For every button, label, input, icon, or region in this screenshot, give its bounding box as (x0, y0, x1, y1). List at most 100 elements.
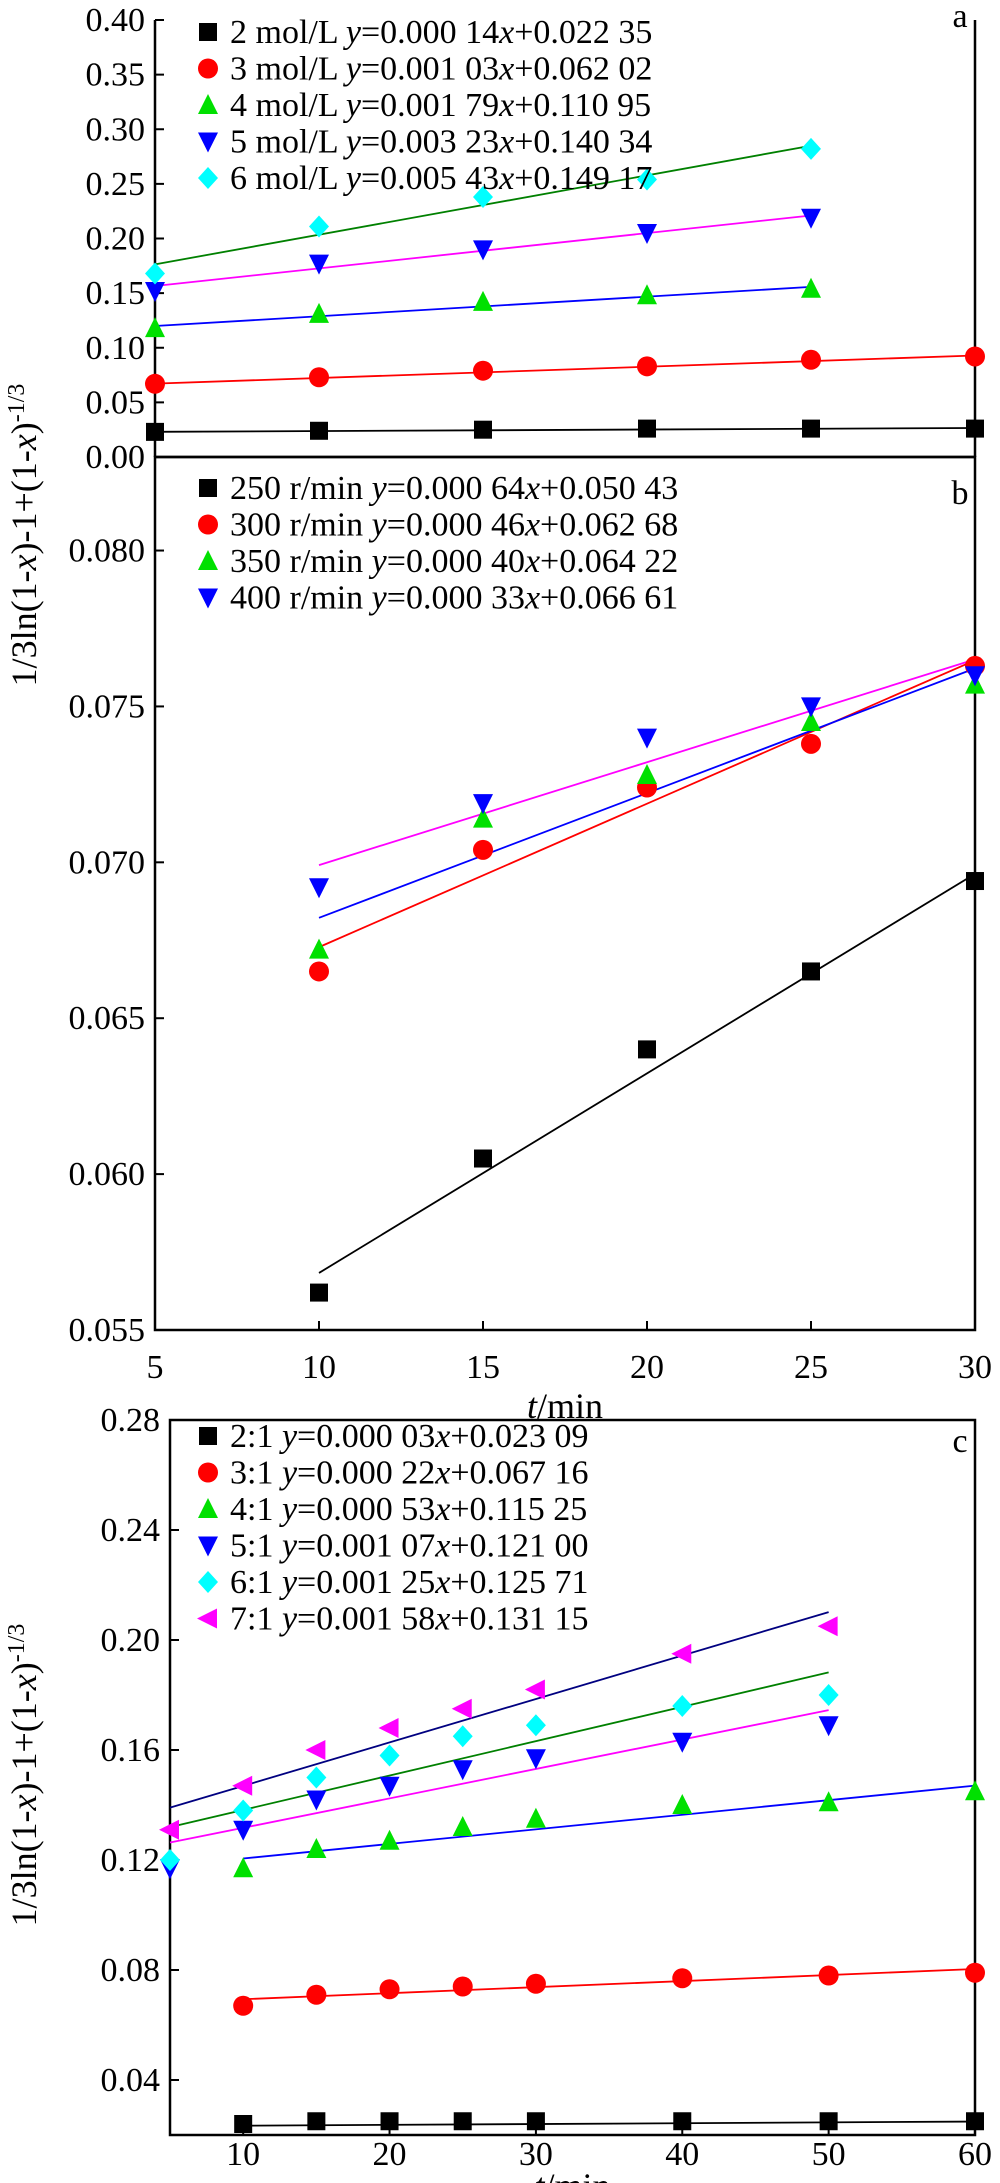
legend-eq-y: y (279, 1601, 298, 1638)
legend-entry-c-4: 5:1 y=0.001 07x+0.121 00 (230, 1528, 589, 1565)
y-tick-label-c: 0.24 (101, 1512, 161, 1549)
data-point-b-1 (966, 872, 984, 891)
legend-eq-x: x (434, 1491, 450, 1528)
data-point-c-5 (818, 1684, 839, 1706)
x-tick-label-b: 25 (794, 1349, 828, 1386)
fit-line-c-5 (169, 1671, 829, 1828)
legend-marker-b-2 (198, 514, 218, 535)
data-point-a-2 (309, 367, 329, 388)
legend-eq-x: x (434, 1418, 450, 1455)
data-point-c-1 (526, 2112, 545, 2131)
legend-eq-x: x (524, 580, 540, 617)
data-point-c-5 (233, 1799, 254, 1822)
data-point-c-2 (452, 1976, 473, 1997)
legend-eq-slope: =0.000 64 (387, 470, 525, 507)
y-tick-label-b: 0.080 (69, 533, 146, 570)
legend-series-name: 5 mol/L (230, 124, 346, 161)
y-axis-title-ab-x1: x (4, 554, 44, 571)
data-point-b-3 (801, 711, 821, 732)
legend-eq-y: y (369, 507, 388, 544)
legend-eq-x: x (434, 1564, 450, 1601)
legend-marker-a-3 (198, 94, 218, 114)
data-point-a-1 (474, 420, 492, 439)
data-point-b-1 (638, 1040, 656, 1059)
y-axis-title-c: 1/3ln(1-x)-1+(1-x)-1/3 (4, 1624, 44, 1927)
x-tick-label-b: 15 (466, 1349, 500, 1386)
data-point-c-2 (965, 1962, 985, 1983)
y-axis-title-c-part1: 1/3ln(1- (4, 1810, 44, 1926)
data-point-a-3 (145, 317, 165, 338)
y-tick-label-c: 0.04 (101, 2062, 161, 2099)
legend-eq-y: y (343, 160, 362, 197)
y-tick-label-a: 0.00 (86, 439, 146, 476)
legend-eq-intercept: +0.110 95 (514, 87, 651, 124)
y-tick-label-c: 0.28 (101, 1402, 161, 1439)
data-point-c-4 (818, 1716, 839, 1737)
legend-entry-b-1: 250 r/min y=0.000 64x+0.050 43 (230, 470, 678, 507)
legend-series-name: 6:1 (230, 1564, 282, 1601)
y-axis-title-c-sup: -1/3 (4, 1624, 30, 1663)
legend-eq-x: x (434, 1455, 450, 1492)
data-point-c-4 (233, 1820, 254, 1841)
legend-eq-intercept: +0.140 34 (514, 124, 652, 161)
data-point-c-2 (233, 1995, 254, 2016)
legend-eq-x: x (524, 507, 540, 544)
legend-marker-c-6 (197, 1608, 217, 1629)
legend-series-name: 4:1 (230, 1491, 282, 1528)
x-axis-title-italic: t (534, 2166, 545, 2183)
data-point-c-5 (379, 1744, 400, 1767)
x-tick-label-c: 20 (373, 2136, 407, 2173)
legend-series-name: 3:1 (230, 1455, 282, 1492)
data-point-a-2 (145, 373, 165, 394)
data-point-c-6 (524, 1679, 545, 1700)
x-tick-label-c: 40 (665, 2136, 699, 2173)
legend-entry-b-4: 400 r/min y=0.000 33x+0.066 61 (230, 580, 678, 617)
legend-eq-x: x (524, 470, 540, 507)
legend-marker-c-5 (198, 1571, 218, 1593)
data-point-b-3 (473, 807, 493, 828)
y-tick-label-a: 0.10 (86, 330, 146, 367)
data-point-c-3 (965, 1780, 985, 1801)
data-point-c-1 (966, 2112, 984, 2131)
data-point-a-1 (802, 419, 820, 438)
legend-eq-x: x (498, 160, 514, 197)
data-point-a-1 (310, 421, 328, 440)
legend-eq-slope: =0.005 43 (361, 160, 499, 197)
legend-marker-a-4 (198, 132, 218, 153)
legend-entry-a-4: 5 mol/L y=0.003 23x+0.140 34 (230, 124, 652, 161)
data-point-b-3 (637, 764, 657, 785)
data-point-b-1 (802, 962, 820, 981)
panel-b: 0.055 0.060 0.065 0.070 0.075 0.080 5 10 15 20 25 3… (69, 455, 992, 1426)
legend-marker-b-4 (198, 588, 218, 609)
legend-entry-a-3: 4 mol/L y=0.001 79x+0.110 95 (230, 87, 651, 124)
data-point-c-6 (451, 1698, 472, 1719)
legend-eq-slope: =0.000 03 (297, 1418, 435, 1455)
legend-eq-y: y (279, 1528, 298, 1565)
data-point-a-2 (801, 349, 821, 370)
legend-eq-y: y (369, 470, 388, 507)
y-tick-label-b: 0.055 (69, 1312, 146, 1349)
data-point-a-4 (309, 254, 329, 275)
data-point-c-3 (379, 1829, 400, 1850)
y-axis-title-c-part2: )-1+(1- (4, 1690, 44, 1794)
data-point-b-4 (801, 697, 821, 718)
legend-marker-a-2 (198, 58, 218, 79)
data-point-a-5 (145, 262, 165, 285)
data-point-a-4 (801, 208, 821, 229)
data-point-c-3 (818, 1791, 839, 1812)
data-point-c-3 (233, 1857, 254, 1878)
data-point-c-2 (672, 1968, 693, 1989)
y-axis-title-c-x2: x (4, 1674, 44, 1691)
y-tick-label-a: 0.15 (86, 275, 146, 312)
legend-eq-y: y (279, 1418, 298, 1455)
data-point-a-3 (637, 284, 657, 305)
legend-entry-c-5: 6:1 y=0.001 25x+0.125 71 (230, 1564, 589, 1601)
legend-eq-x: x (524, 543, 540, 580)
x-tick-label-b: 5 (147, 1349, 164, 1386)
data-point-a-5 (801, 137, 821, 160)
data-point-c-1 (819, 2112, 838, 2131)
y-tick-label-b: 0.065 (69, 1000, 146, 1037)
legend-series-name: 3 mol/L (230, 51, 346, 88)
plot-frame-c (168, 1418, 977, 2137)
